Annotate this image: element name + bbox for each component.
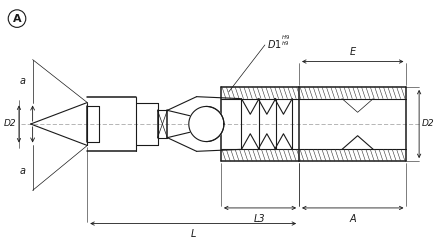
Text: E: E <box>350 47 356 57</box>
Text: a: a <box>20 166 26 176</box>
Text: $D1$: $D1$ <box>267 38 282 50</box>
Polygon shape <box>189 106 224 142</box>
Text: A: A <box>349 214 356 224</box>
Text: L: L <box>191 229 196 239</box>
Text: $^{H9}_{h9}$: $^{H9}_{h9}$ <box>280 33 290 49</box>
Text: a: a <box>20 76 26 86</box>
Text: A: A <box>13 14 21 24</box>
Text: L3: L3 <box>254 214 266 224</box>
Text: D2: D2 <box>3 120 16 128</box>
Text: D2: D2 <box>422 120 435 128</box>
